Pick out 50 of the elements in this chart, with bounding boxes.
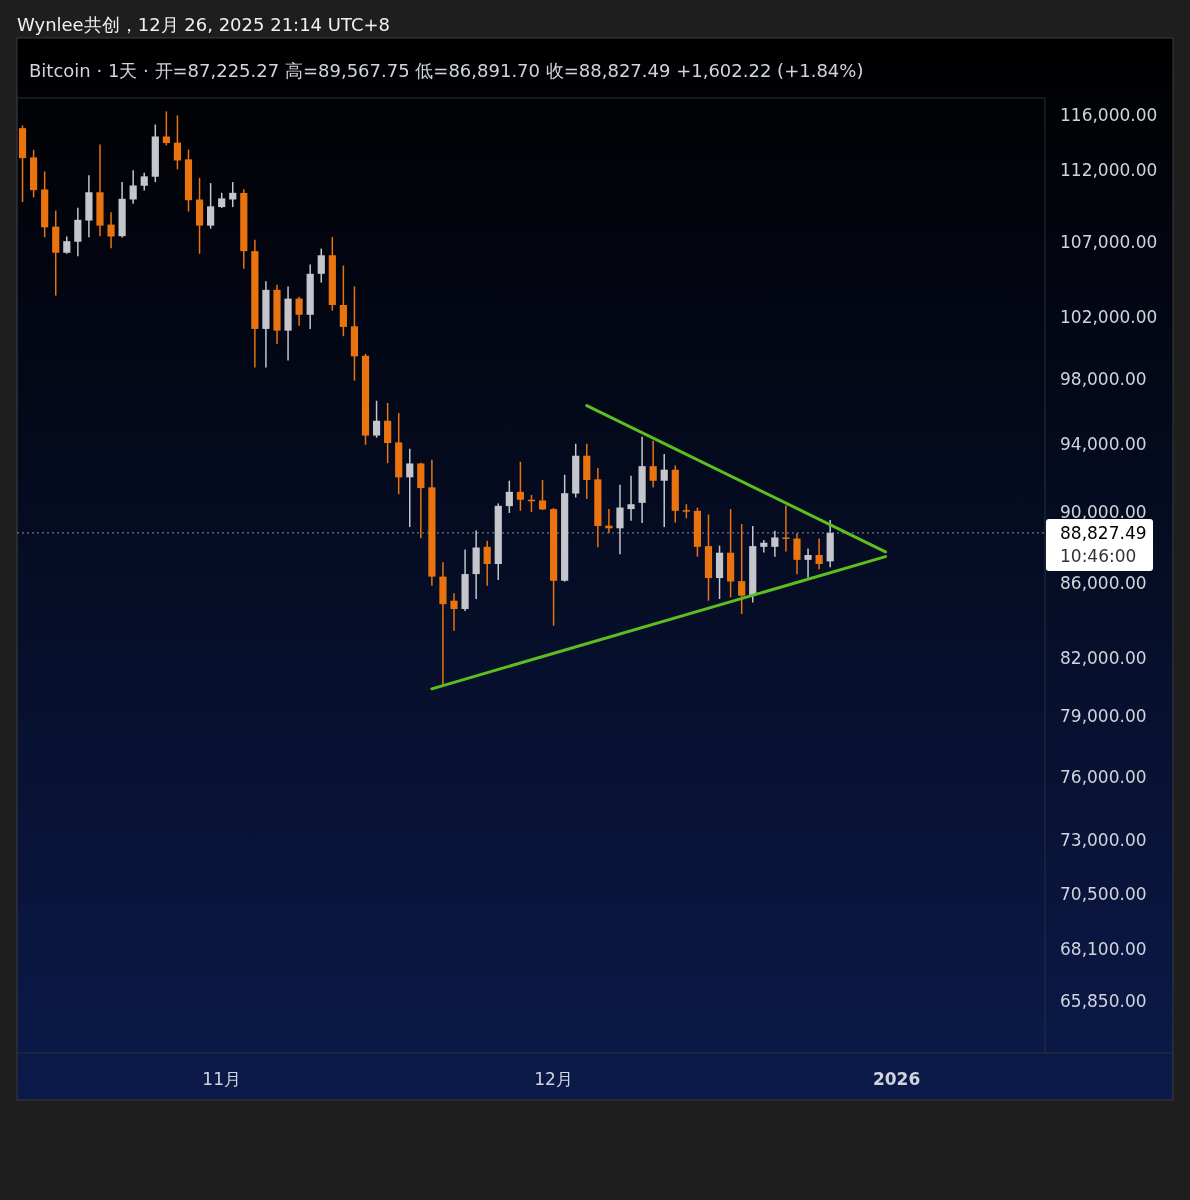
y-tick-label: 76,000.00 xyxy=(1060,766,1147,787)
candlestick xyxy=(372,399,381,439)
candlestick xyxy=(627,475,635,522)
candlestick xyxy=(406,448,414,528)
candlestick xyxy=(538,479,547,511)
ref-line-label: 88,827.49 xyxy=(1060,522,1147,543)
y-tick-label: 116,000.00 xyxy=(1060,105,1158,126)
candlestick xyxy=(229,181,237,208)
candlestick xyxy=(107,211,115,249)
y-tick-label: 73,000.00 xyxy=(1060,829,1147,850)
y-tick-label: 79,000.00 xyxy=(1060,706,1147,727)
y-tick-label: 65,850.00 xyxy=(1060,991,1147,1012)
y-tick-label: 82,000.00 xyxy=(1060,647,1147,668)
candlestick xyxy=(649,439,657,489)
candlestick xyxy=(295,296,303,327)
y-tick-label: 102,000.00 xyxy=(1060,306,1158,327)
candlestick xyxy=(738,523,746,615)
candlestick xyxy=(516,461,524,512)
y-tick-label: 94,000.00 xyxy=(1060,434,1147,455)
candlestick xyxy=(207,182,215,230)
candlestick xyxy=(815,537,823,570)
candlestick xyxy=(339,264,347,337)
y-tick-label: 68,100.00 xyxy=(1060,938,1147,959)
price-label: 88,827.49 10:46:00 xyxy=(1046,518,1153,571)
text: Wynlee共创，12月 26, 2025 21:14 UTC+8 xyxy=(17,14,391,35)
chart-title: Bitcoin · 1天 · 开=87,225.27 高=89,567.75 低=86,891.70 收=88,827.49 +1,602.22 (+1.84%) xyxy=(29,60,864,81)
candlestick xyxy=(384,402,392,464)
candlestick xyxy=(793,532,801,575)
candlestick xyxy=(760,539,768,554)
x-tick-label: 11月 xyxy=(202,1069,241,1089)
candlestick xyxy=(317,247,325,284)
candlestick xyxy=(450,592,458,632)
y-tick-label: 98,000.00 xyxy=(1060,369,1147,390)
candlestick xyxy=(660,453,668,528)
y-tick-label: 112,000.00 xyxy=(1060,160,1158,181)
candlestick xyxy=(616,483,624,555)
x-tick-label: 12月 xyxy=(534,1069,573,1089)
candlestick xyxy=(173,114,182,171)
candlestick xyxy=(483,540,491,587)
y-tick-label: 86,000.00 xyxy=(1060,573,1147,594)
candlestick xyxy=(804,547,812,579)
candlestick xyxy=(782,504,790,553)
candlestick xyxy=(771,529,779,558)
candlestick xyxy=(129,169,137,205)
candlestick xyxy=(505,479,513,514)
candlestick xyxy=(74,207,82,257)
x-tick-label: 2026 xyxy=(872,1069,921,1089)
candlestick xyxy=(162,110,170,147)
y-tick-label: 107,000.00 xyxy=(1060,231,1158,252)
y-tick-label: 70,500.00 xyxy=(1060,884,1147,905)
